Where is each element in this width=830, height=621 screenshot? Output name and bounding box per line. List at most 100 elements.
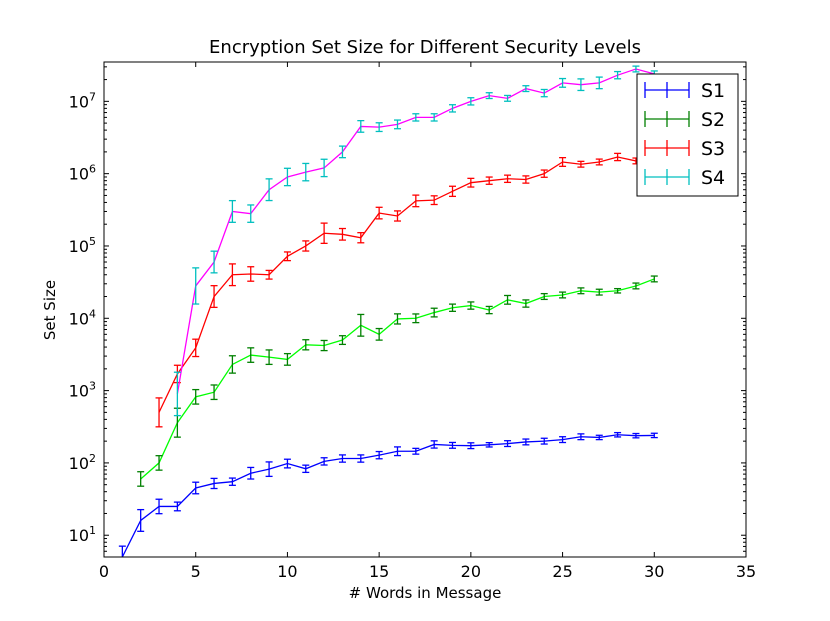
error-bar xyxy=(265,461,273,478)
error-bar xyxy=(210,384,218,401)
error-bar xyxy=(577,433,585,441)
error-bar xyxy=(467,301,475,310)
error-bar xyxy=(540,169,548,178)
error-bar xyxy=(504,440,512,448)
chart-title: Encryption Set Size for Different Securi… xyxy=(209,37,641,58)
error-bar xyxy=(522,299,530,308)
y-tick-label: 106 xyxy=(69,163,96,184)
error-bar xyxy=(504,174,512,184)
error-bar xyxy=(522,175,530,184)
error-bar xyxy=(577,160,585,168)
error-bar xyxy=(283,251,291,262)
error-bar xyxy=(375,450,383,460)
error-bar xyxy=(485,176,493,185)
error-bar xyxy=(449,185,457,198)
error-bar xyxy=(265,349,273,366)
error-bar xyxy=(540,292,548,301)
legend-label: S4 xyxy=(701,167,725,189)
y-tick-label: 105 xyxy=(69,235,96,256)
error-bar xyxy=(632,65,640,73)
error-bar xyxy=(137,471,145,487)
x-tick-label: 0 xyxy=(99,562,109,581)
error-bar xyxy=(357,232,365,244)
error-bar xyxy=(430,440,438,449)
error-bar xyxy=(650,432,658,439)
error-bar xyxy=(393,210,401,222)
error-bar xyxy=(137,508,145,532)
error-bar xyxy=(173,371,181,417)
error-bar xyxy=(228,263,236,287)
error-bar xyxy=(577,78,585,92)
error-bar xyxy=(393,446,401,457)
error-bar xyxy=(320,339,328,352)
error-bar xyxy=(192,388,200,405)
error-bar xyxy=(504,294,512,305)
error-bar xyxy=(302,240,310,252)
x-tick-label: 10 xyxy=(277,562,297,581)
y-axis-title: Set Size xyxy=(41,280,59,340)
error-bar xyxy=(485,92,493,100)
x-tick-label: 5 xyxy=(191,562,201,581)
error-bar xyxy=(192,481,200,495)
x-tick-label: 25 xyxy=(552,562,572,581)
error-bar xyxy=(632,432,640,439)
error-bar xyxy=(155,397,163,428)
series-line xyxy=(158,156,655,413)
error-bar xyxy=(283,167,291,187)
error-bar xyxy=(559,291,567,299)
legend-label: S1 xyxy=(701,80,725,102)
error-bar xyxy=(504,94,512,102)
error-bar xyxy=(595,76,603,90)
legend-label: S2 xyxy=(701,109,725,131)
series-layer xyxy=(118,65,658,558)
error-bar xyxy=(357,313,365,337)
error-bar xyxy=(228,199,236,223)
error-bar xyxy=(192,267,200,305)
x-axis: 0 5 10 15 20 25 30 35 xyxy=(99,62,756,581)
error-bar xyxy=(449,303,457,312)
error-bar xyxy=(210,477,218,490)
legend-marker xyxy=(644,82,690,98)
error-bar xyxy=(155,498,163,515)
error-bar xyxy=(522,85,530,93)
error-bar xyxy=(412,313,420,324)
error-bar xyxy=(247,466,255,480)
error-bar xyxy=(540,88,548,98)
error-bar xyxy=(228,477,236,486)
legend-box xyxy=(636,73,739,197)
error-bar xyxy=(412,447,420,455)
error-bar xyxy=(595,158,603,166)
error-bar xyxy=(485,441,493,448)
error-bar xyxy=(210,285,218,309)
error-bar xyxy=(320,158,328,178)
plot-border xyxy=(103,61,747,558)
error-bar xyxy=(614,152,622,162)
error-bar xyxy=(522,438,530,446)
error-bar xyxy=(650,275,658,283)
error-bar xyxy=(375,122,383,133)
error-bar xyxy=(595,434,603,441)
error-bar xyxy=(338,145,346,159)
series-line xyxy=(121,434,655,558)
error-bar xyxy=(614,431,622,438)
error-bar xyxy=(118,545,126,557)
x-tick-label: 20 xyxy=(461,562,481,581)
error-bar xyxy=(375,327,383,341)
legend-marker xyxy=(644,169,690,185)
series-s1 xyxy=(118,431,658,558)
error-bar xyxy=(302,464,310,474)
error-bar xyxy=(449,104,457,113)
legend: S1 S2 S3 S4 xyxy=(636,73,739,197)
error-bar xyxy=(155,455,163,471)
error-bar xyxy=(412,194,420,208)
series-s4 xyxy=(173,65,658,417)
error-bar xyxy=(320,457,328,466)
error-bar xyxy=(412,113,420,122)
error-bar xyxy=(283,458,291,469)
error-bar xyxy=(265,269,273,280)
error-bar xyxy=(577,287,585,295)
y-tick-label: 103 xyxy=(69,380,96,401)
error-bar xyxy=(247,347,255,363)
series-s2 xyxy=(137,275,658,487)
error-bar xyxy=(614,287,622,294)
